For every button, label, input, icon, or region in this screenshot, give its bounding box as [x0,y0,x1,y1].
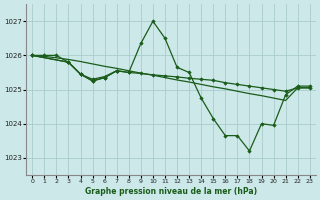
X-axis label: Graphe pression niveau de la mer (hPa): Graphe pression niveau de la mer (hPa) [85,187,257,196]
